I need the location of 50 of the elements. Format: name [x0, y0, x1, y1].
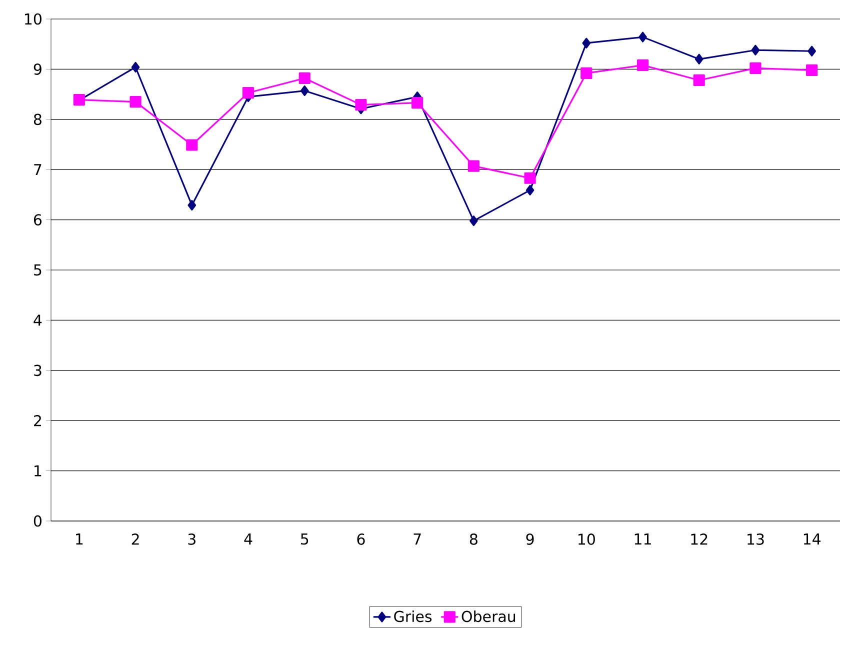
y-tick-label: 4	[34, 314, 42, 326]
y-tick-label: 3	[34, 364, 42, 376]
point	[524, 172, 536, 184]
x-tick-label: 12	[691, 534, 708, 545]
point	[638, 32, 647, 42]
point	[242, 86, 254, 99]
x-tick-label: 10	[578, 534, 595, 545]
point	[750, 62, 762, 74]
point	[355, 99, 367, 111]
point	[470, 215, 478, 226]
point	[298, 72, 310, 84]
point	[808, 46, 816, 56]
y-tick-label: 7	[34, 164, 42, 176]
point	[636, 59, 649, 71]
x-tick-label: 1	[76, 534, 83, 544]
x-tick-label: 13	[748, 534, 764, 545]
x-tick-label: 6	[357, 534, 365, 545]
y-tick-label: 2	[34, 415, 41, 426]
x-tick-label: 14	[804, 534, 821, 544]
y-tick-label: 6	[34, 214, 42, 226]
point	[130, 96, 142, 108]
point	[526, 184, 534, 196]
x-tick-label: 4	[244, 534, 252, 544]
y-tick-label: 0	[34, 515, 42, 527]
point	[468, 160, 480, 172]
y-tick-label: 10	[25, 13, 42, 25]
point	[188, 200, 196, 211]
y-tick-label: 8	[34, 114, 42, 126]
x-tick-label: 3	[188, 534, 196, 545]
point	[131, 62, 140, 72]
point	[580, 67, 592, 80]
legend-label: Oberau	[462, 610, 516, 622]
x-tick-label: 5	[301, 534, 308, 545]
x-tick-label: 9	[526, 534, 534, 545]
x-tick-label: 11	[634, 534, 651, 544]
point	[300, 85, 309, 96]
legend-label: Gries	[394, 610, 432, 622]
x-tick-label: 2	[132, 534, 139, 545]
x-tick-label: 7	[414, 534, 421, 544]
point	[751, 44, 760, 56]
point	[693, 74, 705, 86]
point	[806, 64, 818, 76]
y-tick-label: 1	[34, 465, 42, 476]
point	[694, 54, 704, 64]
point	[412, 97, 424, 109]
point	[582, 38, 591, 48]
point	[186, 139, 198, 151]
x-tick-label: 8	[470, 534, 478, 545]
y-tick-label: 9	[34, 64, 42, 75]
y-tick-label: 5	[34, 264, 42, 276]
